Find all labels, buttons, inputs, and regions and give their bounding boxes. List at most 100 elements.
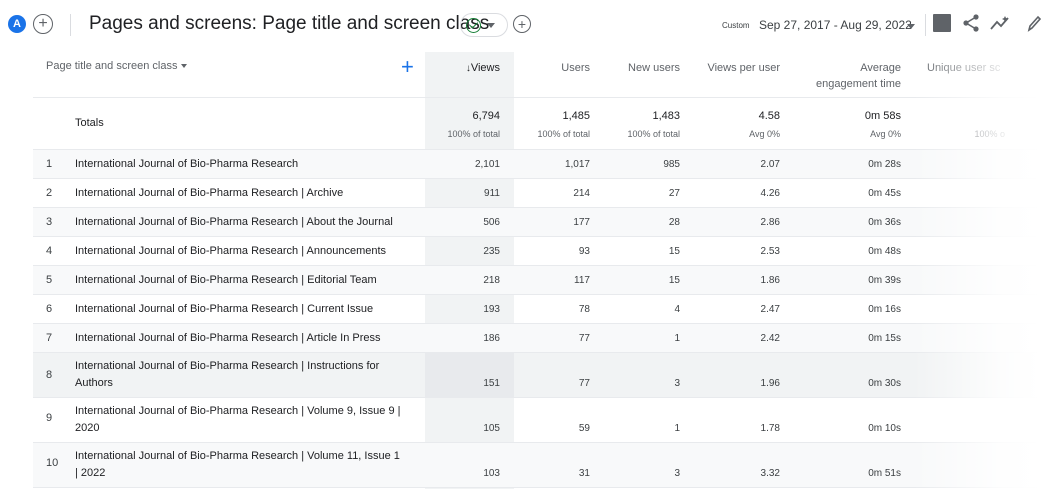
total-value: 1,483	[652, 110, 680, 122]
row-users: 77	[578, 378, 590, 389]
row-page-title[interactable]: International Journal of Bio-Pharma Rese…	[75, 187, 344, 199]
row-number: 8	[46, 369, 53, 381]
row-page-title[interactable]: International Journal of Bio-Pharma Rese…	[75, 303, 374, 315]
row-views: 218	[483, 275, 500, 286]
row-views-per-user: 4.26	[760, 188, 780, 199]
row-page-title[interactable]: International Journal of Bio-Pharma Rese…	[75, 274, 377, 286]
add-dimension-icon[interactable]: +	[401, 54, 414, 79]
total-views-per-user: 4.58 Avg 0%	[680, 109, 780, 141]
column-header-engagement-time[interactable]: Average engagement time	[780, 60, 901, 92]
total-subtext: Avg 0%	[749, 129, 780, 139]
table-row[interactable]: 5 International Journal of Bio-Pharma Re…	[33, 266, 1041, 295]
row-number: 5	[46, 274, 53, 286]
table-row[interactable]: 1 International Journal of Bio-Pharma Re…	[33, 150, 1041, 179]
page-title: Pages and screens: Page title and screen…	[89, 13, 490, 34]
row-number: 9	[46, 412, 53, 424]
total-engagement-time: 0m 58s Avg 0%	[780, 109, 901, 141]
table-row[interactable]: 6 International Journal of Bio-Pharma Re…	[33, 295, 1041, 324]
row-new-users: 985	[663, 159, 680, 170]
row-new-users: 15	[668, 246, 680, 257]
row-number: 1	[46, 158, 53, 170]
divider	[925, 14, 926, 36]
row-page-title[interactable]: International Journal of Bio-Pharma Rese…	[75, 405, 401, 434]
total-subtext: 100% of total	[627, 129, 680, 139]
row-page-title[interactable]: International Journal of Bio-Pharma Rese…	[75, 360, 380, 389]
row-views: 103	[483, 468, 500, 479]
table-row[interactable]: 7 International Journal of Bio-Pharma Re…	[33, 324, 1041, 353]
row-number: 10	[46, 457, 59, 469]
total-value: 0m 58s	[864, 110, 901, 122]
total-new-users: 1,483 100% of total	[590, 109, 680, 141]
row-page-title[interactable]: International Journal of Bio-Pharma Rese…	[75, 245, 387, 257]
insights-icon[interactable]	[990, 14, 1010, 32]
row-views: 186	[483, 333, 500, 344]
table-row[interactable]: 9 International Journal of Bio-Pharma Re…	[33, 398, 1041, 443]
row-number: 7	[46, 332, 53, 344]
column-header-unique-user[interactable]: Unique user sc	[927, 62, 1001, 74]
row-new-users: 3	[674, 378, 680, 389]
row-page-title[interactable]: International Journal of Bio-Pharma Rese…	[75, 158, 299, 170]
row-engagement-time: 0m 39s	[868, 275, 901, 286]
column-header-views[interactable]: ↓Views	[425, 60, 500, 77]
column-header-new-users[interactable]: New users	[628, 62, 680, 74]
check-circle-icon	[466, 17, 481, 33]
row-engagement-time: 0m 10s	[868, 423, 901, 434]
chevron-down-icon	[181, 64, 188, 68]
row-views-per-user: 1.78	[760, 423, 780, 434]
total-subtext: 100% o	[974, 129, 1005, 139]
row-users: 117	[574, 275, 590, 286]
row-engagement-time: 0m 15s	[868, 333, 901, 344]
column-header-label-line1: Average	[860, 62, 901, 74]
row-number: 6	[46, 303, 53, 315]
square-icon[interactable]	[933, 14, 951, 32]
date-range-picker[interactable]: Sep 27, 2017 - Aug 29, 2022	[759, 18, 912, 32]
row-views: 2,101	[474, 159, 500, 170]
total-subtext: 100% of total	[447, 129, 500, 139]
row-views-per-user: 2.53	[760, 246, 780, 257]
row-hover-highlight	[425, 353, 514, 397]
total-value: 4.58	[758, 110, 780, 122]
row-engagement-time: 0m 16s	[868, 304, 901, 315]
table-row[interactable]: 8 International Journal of Bio-Pharma Re…	[33, 353, 1041, 398]
table-row[interactable]: 2 International Journal of Bio-Pharma Re…	[33, 179, 1041, 208]
row-views-per-user: 1.96	[760, 378, 780, 389]
add-icon[interactable]: +	[513, 15, 531, 33]
row-engagement-time: 0m 51s	[868, 468, 901, 479]
table-row[interactable]: 4 International Journal of Bio-Pharma Re…	[33, 237, 1041, 266]
total-users: 1,485 100% of total	[514, 109, 590, 141]
row-users: 93	[578, 246, 590, 257]
row-engagement-time: 0m 28s	[868, 159, 901, 170]
row-new-users: 15	[668, 275, 680, 286]
report-header: A + Pages and screens: Page title and sc…	[0, 0, 1041, 50]
sort-arrow-down-icon: ↓	[465, 63, 471, 74]
column-header-views-per-user[interactable]: Views per user	[707, 62, 780, 74]
row-new-users: 1	[674, 423, 680, 434]
row-new-users: 27	[668, 188, 680, 199]
row-page-title[interactable]: International Journal of Bio-Pharma Rese…	[75, 216, 393, 228]
row-engagement-time: 0m 30s	[868, 378, 901, 389]
totals-row: Totals 6,794 100% of total 1,485 100% of…	[33, 98, 1041, 150]
column-header-users[interactable]: Users	[561, 62, 590, 74]
dimension-selector[interactable]: Page title and screen class	[46, 60, 188, 72]
row-new-users: 1	[674, 333, 680, 344]
row-views-per-user: 2.47	[760, 304, 780, 315]
row-users: 77	[578, 333, 590, 344]
row-page-title[interactable]: International Journal of Bio-Pharma Rese…	[75, 332, 381, 344]
row-views: 151	[483, 378, 500, 389]
add-comparison-icon[interactable]: +	[33, 14, 53, 34]
total-subtext: 100% of total	[537, 129, 590, 139]
table-row[interactable]: 10 International Journal of Bio-Pharma R…	[33, 443, 1041, 488]
date-chevron-down-icon[interactable]	[907, 24, 915, 29]
table-row[interactable]: 3 International Journal of Bio-Pharma Re…	[33, 208, 1041, 237]
status-dropdown[interactable]	[460, 13, 508, 37]
row-page-title[interactable]: International Journal of Bio-Pharma Rese…	[75, 450, 400, 479]
row-views-per-user: 2.07	[760, 159, 780, 170]
column-header-label: Views	[470, 62, 500, 74]
row-views-per-user: 3.32	[760, 468, 780, 479]
comparison-avatar[interactable]: A	[8, 15, 26, 33]
total-value	[933, 109, 1005, 123]
edit-icon[interactable]	[1027, 14, 1041, 32]
dimension-header-label: Page title and screen class	[46, 60, 178, 72]
row-number: 3	[46, 216, 53, 228]
share-icon[interactable]	[962, 13, 980, 33]
